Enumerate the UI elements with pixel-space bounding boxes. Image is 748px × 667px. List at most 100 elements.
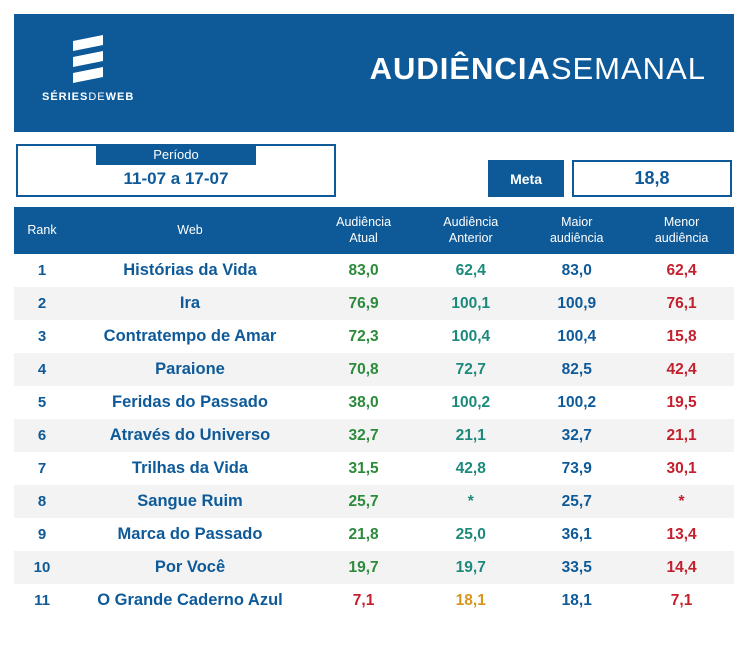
cell-rank: 5 xyxy=(14,386,70,419)
cell-maior: 82,5 xyxy=(524,353,629,386)
cell-anterior: 25,0 xyxy=(417,518,524,551)
table-row: 9Marca do Passado21,825,036,113,4 xyxy=(14,518,734,551)
cell-maior: 18,1 xyxy=(524,584,629,617)
cell-menor: * xyxy=(629,485,734,518)
cell-menor: 30,1 xyxy=(629,452,734,485)
cell-atual: 83,0 xyxy=(310,254,417,287)
cell-rank: 1 xyxy=(14,254,70,287)
cell-name: Sangue Ruim xyxy=(70,485,310,518)
cell-maior: 32,7 xyxy=(524,419,629,452)
brand-text: SÉRIESDEWEB xyxy=(42,91,134,103)
table-row: 11O Grande Caderno Azul7,118,118,17,1 xyxy=(14,584,734,617)
meta-box: Meta 18,8 xyxy=(488,160,732,197)
meta-label: Meta xyxy=(488,160,564,197)
header-banner: SÉRIESDEWEB AUDIÊNCIASEMANAL xyxy=(14,14,734,132)
cell-anterior: 42,8 xyxy=(417,452,524,485)
brand-logo-icon xyxy=(65,35,111,87)
col-atual: AudiênciaAtual xyxy=(310,207,417,254)
table-row: 6Através do Universo32,721,132,721,1 xyxy=(14,419,734,452)
page-title: AUDIÊNCIASEMANAL xyxy=(370,51,706,87)
cell-anterior: 100,4 xyxy=(417,320,524,353)
cell-anterior: 62,4 xyxy=(417,254,524,287)
col-menor: Menoraudiência xyxy=(629,207,734,254)
table-row: 4Paraione70,872,782,542,4 xyxy=(14,353,734,386)
cell-maior: 100,4 xyxy=(524,320,629,353)
cell-anterior: 72,7 xyxy=(417,353,524,386)
ratings-table: Rank Web AudiênciaAtual AudiênciaAnterio… xyxy=(14,207,734,617)
cell-rank: 9 xyxy=(14,518,70,551)
brand-right: WEB xyxy=(106,91,135,103)
cell-name: Feridas do Passado xyxy=(70,386,310,419)
brand-block: SÉRIESDEWEB xyxy=(42,35,134,103)
cell-maior: 73,9 xyxy=(524,452,629,485)
cell-menor: 42,4 xyxy=(629,353,734,386)
cell-menor: 7,1 xyxy=(629,584,734,617)
cell-atual: 72,3 xyxy=(310,320,417,353)
cell-name: Paraione xyxy=(70,353,310,386)
cell-menor: 21,1 xyxy=(629,419,734,452)
cell-anterior: * xyxy=(417,485,524,518)
table-row: 10Por Você19,719,733,514,4 xyxy=(14,551,734,584)
table-row: 7Trilhas da Vida31,542,873,930,1 xyxy=(14,452,734,485)
cell-atual: 76,9 xyxy=(310,287,417,320)
periodo-label: Período xyxy=(96,144,256,165)
col-rank: Rank xyxy=(14,207,70,254)
col-anterior: AudiênciaAnterior xyxy=(417,207,524,254)
cell-menor: 13,4 xyxy=(629,518,734,551)
cell-maior: 100,9 xyxy=(524,287,629,320)
table-row: 1Histórias da Vida83,062,483,062,4 xyxy=(14,254,734,287)
cell-menor: 62,4 xyxy=(629,254,734,287)
cell-anterior: 21,1 xyxy=(417,419,524,452)
table-row: 2Ira76,9100,1100,976,1 xyxy=(14,287,734,320)
cell-name: Contratempo de Amar xyxy=(70,320,310,353)
cell-menor: 19,5 xyxy=(629,386,734,419)
cell-maior: 83,0 xyxy=(524,254,629,287)
table-row: 8Sangue Ruim25,7*25,7* xyxy=(14,485,734,518)
cell-anterior: 100,2 xyxy=(417,386,524,419)
cell-atual: 32,7 xyxy=(310,419,417,452)
cell-maior: 100,2 xyxy=(524,386,629,419)
col-maior: Maioraudiência xyxy=(524,207,629,254)
cell-menor: 14,4 xyxy=(629,551,734,584)
cell-maior: 36,1 xyxy=(524,518,629,551)
cell-atual: 19,7 xyxy=(310,551,417,584)
col-web: Web xyxy=(70,207,310,254)
cell-rank: 11 xyxy=(14,584,70,617)
cell-anterior: 100,1 xyxy=(417,287,524,320)
title-bold: AUDIÊNCIA xyxy=(370,51,551,86)
cell-menor: 15,8 xyxy=(629,320,734,353)
meta-value: 18,8 xyxy=(572,160,732,197)
table-head: Rank Web AudiênciaAtual AudiênciaAnterio… xyxy=(14,207,734,254)
cell-rank: 2 xyxy=(14,287,70,320)
cell-name: Por Você xyxy=(70,551,310,584)
cell-menor: 76,1 xyxy=(629,287,734,320)
cell-rank: 6 xyxy=(14,419,70,452)
cell-anterior: 18,1 xyxy=(417,584,524,617)
brand-left: SÉRIES xyxy=(42,91,88,103)
cell-rank: 7 xyxy=(14,452,70,485)
table-row: 5Feridas do Passado38,0100,2100,219,5 xyxy=(14,386,734,419)
periodo-value: 11-07 a 17-07 xyxy=(18,165,334,195)
info-row: Período 11-07 a 17-07 Meta 18,8 xyxy=(14,144,734,197)
cell-rank: 8 xyxy=(14,485,70,518)
cell-atual: 31,5 xyxy=(310,452,417,485)
cell-name: Através do Universo xyxy=(70,419,310,452)
periodo-box: Período 11-07 a 17-07 xyxy=(16,144,336,197)
cell-name: Ira xyxy=(70,287,310,320)
cell-rank: 3 xyxy=(14,320,70,353)
cell-atual: 7,1 xyxy=(310,584,417,617)
title-light: SEMANAL xyxy=(551,51,706,86)
cell-name: O Grande Caderno Azul xyxy=(70,584,310,617)
cell-rank: 10 xyxy=(14,551,70,584)
cell-name: Trilhas da Vida xyxy=(70,452,310,485)
table-body: 1Histórias da Vida83,062,483,062,42Ira76… xyxy=(14,254,734,617)
cell-maior: 33,5 xyxy=(524,551,629,584)
cell-atual: 70,8 xyxy=(310,353,417,386)
cell-atual: 21,8 xyxy=(310,518,417,551)
cell-rank: 4 xyxy=(14,353,70,386)
cell-atual: 38,0 xyxy=(310,386,417,419)
cell-anterior: 19,7 xyxy=(417,551,524,584)
brand-mid: DE xyxy=(88,91,105,103)
cell-maior: 25,7 xyxy=(524,485,629,518)
cell-name: Marca do Passado xyxy=(70,518,310,551)
